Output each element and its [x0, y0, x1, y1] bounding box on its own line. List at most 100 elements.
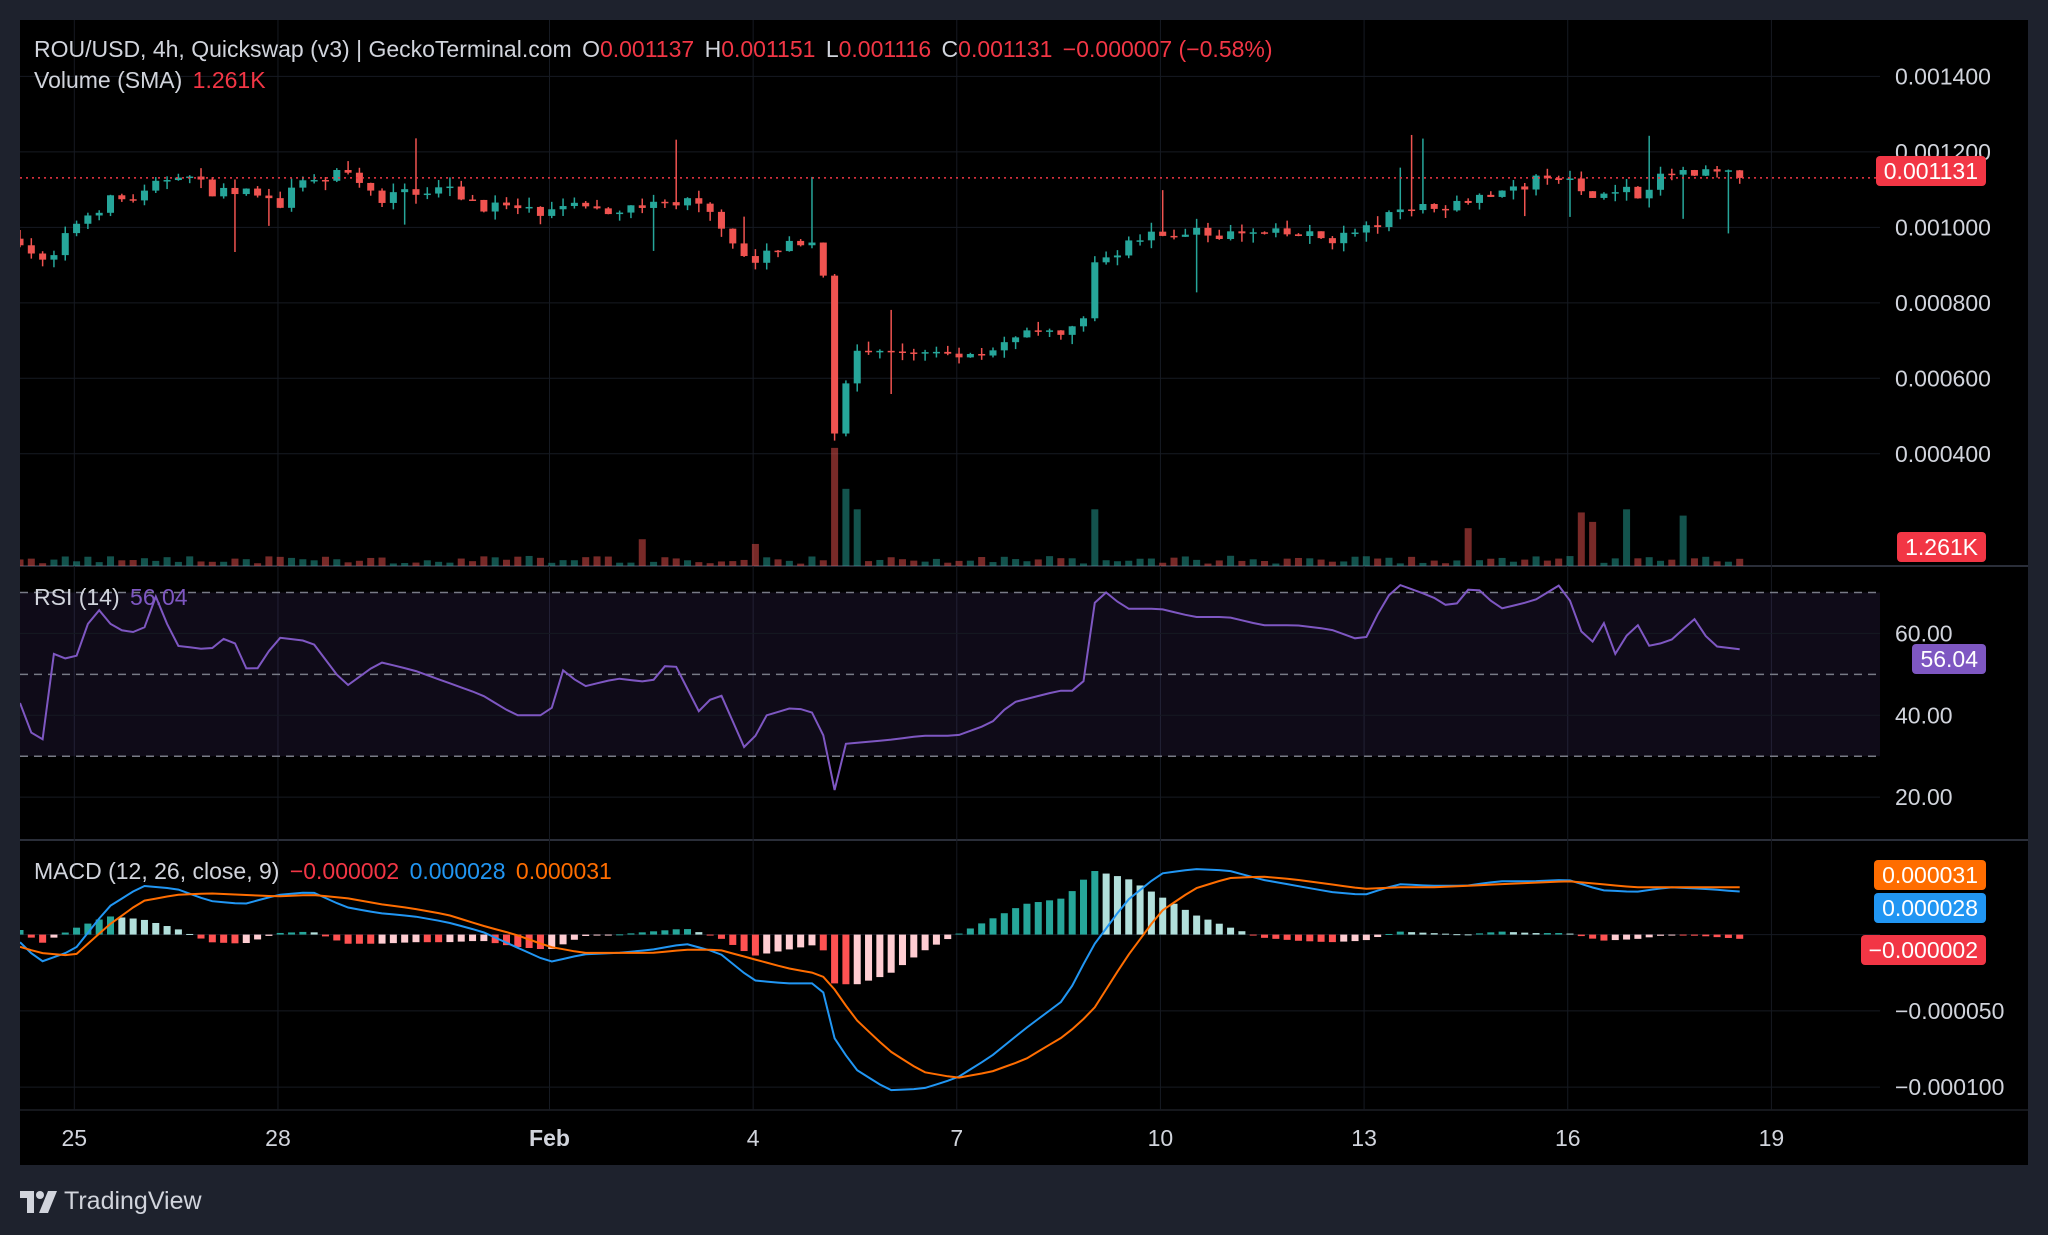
macd-histogram-bar — [1362, 934, 1370, 941]
macd-histogram-bar — [378, 934, 386, 944]
candle-body — [1328, 238, 1336, 244]
volume-bar — [208, 561, 216, 566]
x-tick-label: 7 — [950, 1125, 963, 1151]
volume-bar — [1046, 556, 1054, 566]
macd-histogram-bar — [1215, 923, 1223, 935]
volume-bar — [1181, 556, 1189, 566]
candle-body — [95, 212, 103, 216]
candle-body — [299, 180, 307, 188]
volume-bar — [1509, 561, 1517, 566]
candle-body — [932, 351, 940, 354]
x-tick-label: 16 — [1555, 1125, 1581, 1151]
macd-histogram-bar — [740, 934, 748, 952]
volume-bar — [1555, 558, 1563, 566]
chart-canvas[interactable]: 25 28 Feb 4 7 10 13 16 190.0014000.0012000.00100… — [20, 20, 2028, 1165]
macd-histogram-bar — [650, 931, 658, 935]
volume-bar — [231, 558, 239, 566]
macd-histogram-bar — [412, 934, 420, 943]
candle-body — [1408, 209, 1416, 211]
volume-bar — [1736, 558, 1744, 566]
macd-histogram-bar — [853, 934, 861, 985]
volume-bar — [1657, 560, 1665, 566]
volume-bar — [650, 561, 658, 566]
candle-body — [1317, 231, 1325, 239]
candle-body — [1362, 225, 1370, 233]
candle-body — [966, 353, 974, 358]
candle-body — [898, 351, 906, 354]
volume-bar — [389, 563, 397, 566]
volume-bar — [1000, 556, 1008, 566]
price-tick-label: 0.000800 — [1895, 290, 1991, 316]
candle-body — [559, 206, 567, 210]
candle-body — [740, 243, 748, 257]
macd-histogram-bar — [695, 932, 703, 935]
macd-histogram-bar — [208, 934, 216, 943]
macd-histogram-bar — [672, 929, 680, 935]
volume-bar — [152, 560, 160, 566]
candle-body — [1577, 178, 1585, 192]
volume-bar — [140, 558, 148, 566]
candle-body — [627, 205, 635, 213]
macd-histogram-bar — [1487, 932, 1495, 935]
candle-body — [412, 189, 420, 195]
volume-bar — [740, 559, 748, 566]
volume-bar — [582, 557, 590, 566]
low-label: L — [825, 36, 839, 62]
macd-histogram-bar — [1351, 934, 1359, 942]
macd-histogram-bar — [355, 934, 363, 944]
candle-body — [1170, 235, 1178, 238]
macd-histogram-bar — [84, 923, 92, 935]
macd-histogram-bar — [616, 934, 624, 936]
macd-histogram-bar — [1442, 933, 1450, 935]
volume-bar — [1487, 558, 1495, 566]
macd-histogram-bar — [1521, 932, 1529, 935]
volume-bar — [446, 562, 454, 566]
candle-body — [706, 203, 714, 212]
volume-bar — [1340, 561, 1348, 566]
macd-histogram-bar — [1012, 908, 1020, 935]
candle-body — [50, 255, 58, 260]
volume-bar — [1102, 560, 1110, 566]
macd-histogram-bar — [129, 918, 137, 935]
rsi-tick-label: 20.00 — [1895, 784, 1953, 810]
macd-histogram-bar — [1374, 934, 1382, 938]
volume-bar — [627, 562, 635, 566]
volume-bar — [717, 561, 725, 566]
macd-histogram-bar — [627, 933, 635, 935]
macd-histogram-bar — [910, 934, 918, 958]
candle-body — [1136, 240, 1144, 242]
macd-histogram-bar — [1091, 871, 1099, 935]
price-tick-label: 0.001400 — [1895, 63, 1991, 89]
volume-bar — [638, 539, 646, 566]
candle-body — [344, 170, 352, 173]
macd-histogram-bar — [27, 934, 35, 938]
macd-histogram-bar — [1317, 934, 1325, 942]
macd-histogram-bar — [785, 934, 793, 950]
candle-body — [20, 238, 24, 246]
candle-body — [616, 212, 624, 215]
macd-histogram-bar — [1340, 934, 1348, 942]
volume-bar — [1430, 560, 1438, 566]
volume-bar — [785, 560, 793, 566]
volume-bar — [412, 562, 420, 566]
candle-body — [978, 353, 986, 356]
volume-bar — [672, 558, 680, 566]
candle-body — [729, 228, 737, 244]
volume-tag: 1.261K — [1897, 532, 1986, 562]
candle-body — [1159, 231, 1167, 236]
macd-histogram-bar — [480, 934, 488, 942]
macd-histogram-bar — [174, 929, 182, 935]
candle-body — [208, 179, 216, 197]
rsi-line — [20, 583, 1740, 791]
macd-histogram-bar — [502, 934, 511, 946]
candle-body — [1396, 209, 1404, 213]
candle-body — [73, 223, 81, 234]
candle-body — [1657, 173, 1665, 190]
tradingview-logo[interactable]: TradingView — [20, 1187, 202, 1216]
candle-body — [1589, 191, 1597, 198]
volume-bar — [1589, 521, 1597, 566]
volume-bar — [1068, 558, 1076, 566]
macd-histogram-bar — [1634, 934, 1642, 939]
candle-body — [785, 240, 793, 252]
macd-histogram-bar — [163, 926, 171, 935]
